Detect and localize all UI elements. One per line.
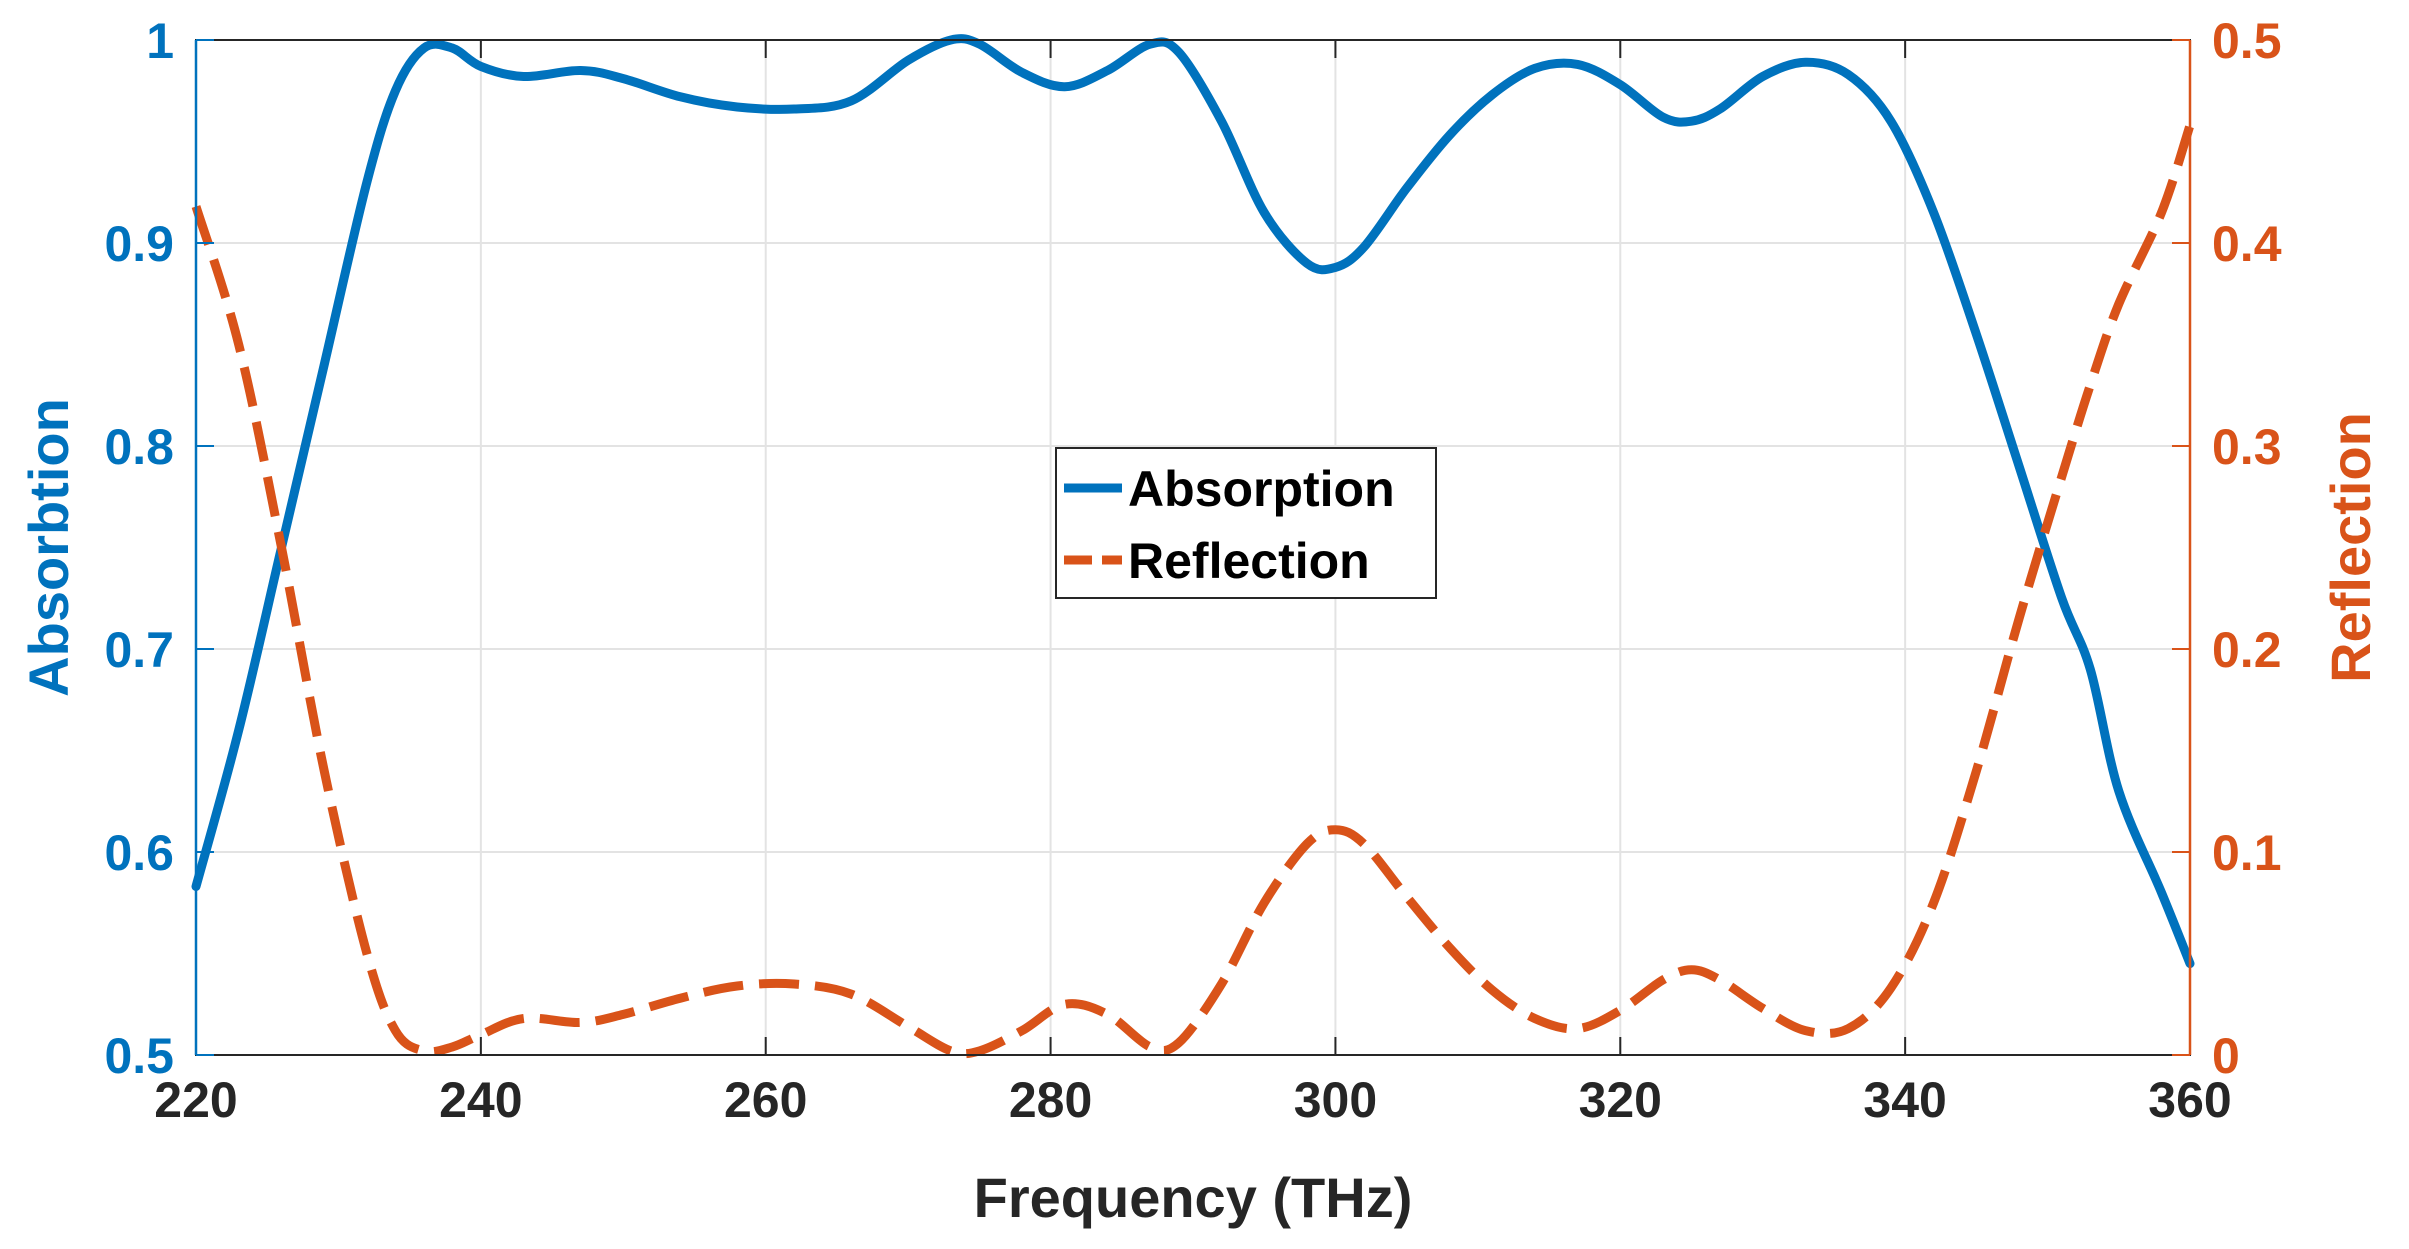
y-left-tick-label: 1 [146,13,174,69]
x-axis-label: Frequency (THz) [974,1166,1413,1229]
x-tick-label: 300 [1294,1072,1377,1128]
y-right-tick-label: 0.5 [2212,13,2282,69]
y-left-tick-label: 0.9 [104,216,174,272]
y-left-tick-label: 0.8 [104,419,174,475]
legend-label-absorption: Absorption [1128,461,1395,517]
y-right-tick-label: 0.4 [2212,216,2282,272]
y-left-tick-label: 0.5 [104,1028,174,1084]
x-tick-label: 260 [724,1072,807,1128]
x-tick-label: 240 [439,1072,522,1128]
y-axis-left-label: Absorbtion [17,398,80,697]
legend-box [1055,447,1437,599]
legend-label-reflection: Reflection [1128,533,1370,589]
legend: Absorption Reflection [1055,447,1437,599]
x-tick-label: 280 [1009,1072,1092,1128]
series-line-absorption [191,34,2195,969]
y-right-tick-label: 0.3 [2212,419,2282,475]
series-line-reflection [191,123,2195,1059]
axes: 220 240 260 280 300 320 340 360 0.5 0.6 0.7 0.8 0.9 1… [104,13,2281,1128]
series-layer [191,34,2195,1059]
x-tick-label: 360 [2148,1072,2231,1128]
y-left-tick-label: 0.6 [104,825,174,881]
y-left-tick-label: 0.7 [104,622,174,678]
x-tick-label: 220 [154,1072,237,1128]
y-right-tick-label: 0.2 [2212,622,2282,678]
y-axis-right-label: Reflection [2319,412,2382,683]
y-right-tick-label: 0.1 [2212,825,2282,881]
y-right-tick-label: 0 [2212,1028,2240,1084]
x-tick-label: 340 [1863,1072,1946,1128]
x-tick-label: 320 [1579,1072,1662,1128]
